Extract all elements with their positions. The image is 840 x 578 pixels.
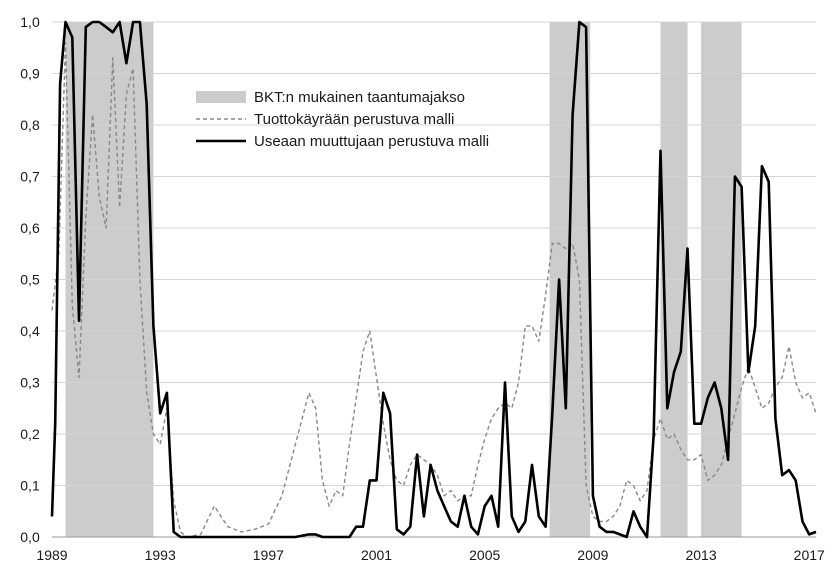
x-axis-ticks: 1989 1993 1997 2001 2005 2009 2013 2017 (36, 547, 825, 563)
legend-label: Tuottokäyrään perustuva malli (254, 111, 454, 128)
y-tick-label: 0,6 (20, 220, 40, 236)
x-tick-label: 2013 (685, 547, 716, 563)
y-tick-label: 0,2 (20, 426, 40, 442)
x-tick-label: 2005 (469, 547, 500, 563)
x-tick-label: 1997 (253, 547, 284, 563)
x-tick-label: 1993 (145, 547, 176, 563)
x-tick-label: 2001 (361, 547, 392, 563)
y-tick-label: 0,5 (20, 272, 40, 288)
x-tick-label: 2009 (577, 547, 608, 563)
legend: BKT:n mukainen taantumajakso Tuottokäyrää… (196, 89, 489, 150)
y-tick-label: 1,0 (20, 14, 40, 30)
x-tick-label: 2017 (794, 547, 825, 563)
y-tick-label: 0,8 (20, 117, 40, 133)
y-tick-label: 0,9 (20, 66, 40, 82)
legend-label: BKT:n mukainen taantumajakso (254, 89, 465, 106)
legend-swatch-recession (196, 91, 246, 103)
series-line-2 (50, 20, 817, 539)
series-lines (50, 20, 817, 539)
y-tick-label: 0,3 (20, 375, 40, 391)
y-tick-label: 0,1 (20, 478, 40, 494)
y-tick-label: 0,0 (20, 529, 40, 545)
legend-label: Useaan muuttujaan perustuva malli (254, 133, 489, 150)
y-axis-ticks: 0,0 0,1 0,2 0,3 0,4 0,5 0,6 0,7 0,8 0,9 1,0 (20, 14, 40, 545)
gridlines (52, 21, 816, 538)
y-tick-label: 0,4 (20, 323, 40, 339)
x-tick-label: 1989 (36, 547, 67, 563)
y-tick-label: 0,7 (20, 169, 40, 185)
